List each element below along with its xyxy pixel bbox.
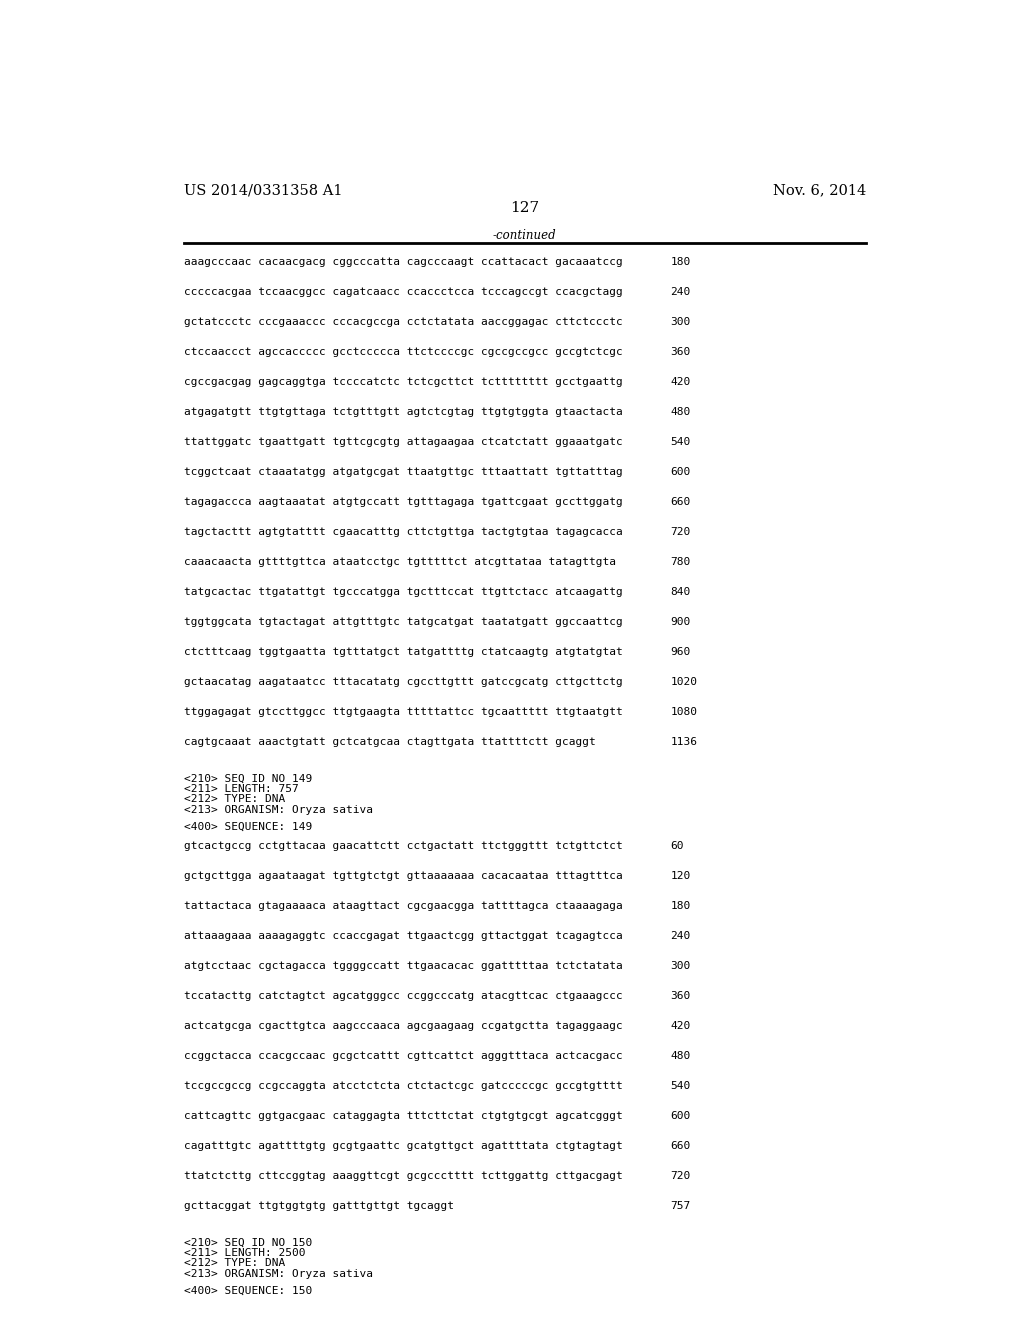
Text: aaagcccaac cacaacgacg cggcccatta cagcccaagt ccattacact gacaaatccg: aaagcccaac cacaacgacg cggcccatta cagccca… [183, 257, 623, 267]
Text: <213> ORGANISM: Oryza sativa: <213> ORGANISM: Oryza sativa [183, 1269, 373, 1279]
Text: US 2014/0331358 A1: US 2014/0331358 A1 [183, 183, 342, 197]
Text: cccccacgaa tccaacggcc cagatcaacc ccaccctcca tcccagccgt ccacgctagg: cccccacgaa tccaacggcc cagatcaacc ccaccct… [183, 286, 623, 297]
Text: <210> SEQ ID NO 150: <210> SEQ ID NO 150 [183, 1238, 312, 1247]
Text: gctgcttgga agaataagat tgttgtctgt gttaaaaaaa cacacaataa tttagtttca: gctgcttgga agaataagat tgttgtctgt gttaaaa… [183, 871, 623, 880]
Text: tagctacttt agtgtatttt cgaacatttg cttctgttga tactgtgtaa tagagcacca: tagctacttt agtgtatttt cgaacatttg cttctgt… [183, 527, 623, 537]
Text: 180: 180 [671, 257, 691, 267]
Text: tagagaccca aagtaaatat atgtgccatt tgtttagaga tgattcgaat gccttggatg: tagagaccca aagtaaatat atgtgccatt tgtttag… [183, 498, 623, 507]
Text: <211> LENGTH: 2500: <211> LENGTH: 2500 [183, 1247, 305, 1258]
Text: 1080: 1080 [671, 708, 697, 717]
Text: 127: 127 [510, 201, 540, 215]
Text: gcttacggat ttgtggtgtg gatttgttgt tgcaggt: gcttacggat ttgtggtgtg gatttgttgt tgcaggt [183, 1201, 454, 1212]
Text: caaacaacta gttttgttca ataatcctgc tgtttttct atcgttataa tatagttgta: caaacaacta gttttgttca ataatcctgc tgttttt… [183, 557, 615, 568]
Text: <212> TYPE: DNA: <212> TYPE: DNA [183, 1258, 285, 1269]
Text: 840: 840 [671, 587, 691, 597]
Text: <213> ORGANISM: Oryza sativa: <213> ORGANISM: Oryza sativa [183, 805, 373, 814]
Text: Nov. 6, 2014: Nov. 6, 2014 [772, 183, 866, 197]
Text: 960: 960 [671, 647, 691, 657]
Text: 600: 600 [671, 1111, 691, 1121]
Text: 180: 180 [671, 902, 691, 911]
Text: 1020: 1020 [671, 677, 697, 688]
Text: 480: 480 [671, 1051, 691, 1061]
Text: 300: 300 [671, 961, 691, 972]
Text: 540: 540 [671, 1081, 691, 1092]
Text: 60: 60 [671, 841, 684, 851]
Text: <210> SEQ ID NO 149: <210> SEQ ID NO 149 [183, 774, 312, 784]
Text: 240: 240 [671, 931, 691, 941]
Text: 540: 540 [671, 437, 691, 447]
Text: ctccaaccct agccaccccc gcctccccca ttctccccgc cgccgccgcc gccgtctcgc: ctccaaccct agccaccccc gcctccccca ttctccc… [183, 347, 623, 356]
Text: gctatccctc cccgaaaccc cccacgccga cctctatata aaccggagac cttctccctc: gctatccctc cccgaaaccc cccacgccga cctctat… [183, 317, 623, 327]
Text: cagtgcaaat aaactgtatt gctcatgcaa ctagttgata ttattttctt gcaggt: cagtgcaaat aaactgtatt gctcatgcaa ctagttg… [183, 738, 596, 747]
Text: cgccgacgag gagcaggtga tccccatctc tctcgcttct tctttttttt gcctgaattg: cgccgacgag gagcaggtga tccccatctc tctcgct… [183, 378, 623, 387]
Text: ttggagagat gtccttggcc ttgtgaagta tttttattcc tgcaattttt ttgtaatgtt: ttggagagat gtccttggcc ttgtgaagta tttttat… [183, 708, 623, 717]
Text: atgagatgtt ttgtgttaga tctgtttgtt agtctcgtag ttgtgtggta gtaactacta: atgagatgtt ttgtgttaga tctgtttgtt agtctcg… [183, 407, 623, 417]
Text: <400> SEQUENCE: 149: <400> SEQUENCE: 149 [183, 821, 312, 832]
Text: 420: 420 [671, 378, 691, 387]
Text: tccgccgccg ccgccaggta atcctctcta ctctactcgc gatcccccgc gccgtgtttt: tccgccgccg ccgccaggta atcctctcta ctctact… [183, 1081, 623, 1092]
Text: 1136: 1136 [671, 738, 697, 747]
Text: 780: 780 [671, 557, 691, 568]
Text: tggtggcata tgtactagat attgtttgtc tatgcatgat taatatgatt ggccaattcg: tggtggcata tgtactagat attgtttgtc tatgcat… [183, 618, 623, 627]
Text: 600: 600 [671, 467, 691, 477]
Text: 240: 240 [671, 286, 691, 297]
Text: ctctttcaag tggtgaatta tgtttatgct tatgattttg ctatcaagtg atgtatgtat: ctctttcaag tggtgaatta tgtttatgct tatgatt… [183, 647, 623, 657]
Text: <400> SEQUENCE: 150: <400> SEQUENCE: 150 [183, 1286, 312, 1295]
Text: 300: 300 [671, 317, 691, 327]
Text: cagatttgtc agattttgtg gcgtgaattc gcatgttgct agattttata ctgtagtagt: cagatttgtc agattttgtg gcgtgaattc gcatgtt… [183, 1142, 623, 1151]
Text: 660: 660 [671, 1142, 691, 1151]
Text: gtcactgccg cctgttacaa gaacattctt cctgactatt ttctgggttt tctgttctct: gtcactgccg cctgttacaa gaacattctt cctgact… [183, 841, 623, 851]
Text: tcggctcaat ctaaatatgg atgatgcgat ttaatgttgc tttaattatt tgttatttag: tcggctcaat ctaaatatgg atgatgcgat ttaatgt… [183, 467, 623, 477]
Text: cattcagttc ggtgacgaac cataggagta tttcttctat ctgtgtgcgt agcatcgggt: cattcagttc ggtgacgaac cataggagta tttcttc… [183, 1111, 623, 1121]
Text: 720: 720 [671, 1171, 691, 1181]
Text: 120: 120 [671, 871, 691, 880]
Text: attaaagaaa aaaagaggtc ccaccgagat ttgaactcgg gttactggat tcagagtcca: attaaagaaa aaaagaggtc ccaccgagat ttgaact… [183, 931, 623, 941]
Text: 420: 420 [671, 1022, 691, 1031]
Text: tattactaca gtagaaaaca ataagttact cgcgaacgga tattttagca ctaaaagaga: tattactaca gtagaaaaca ataagttact cgcgaac… [183, 902, 623, 911]
Text: 360: 360 [671, 991, 691, 1001]
Text: gctaacatag aagataatcc tttacatatg cgccttgttt gatccgcatg cttgcttctg: gctaacatag aagataatcc tttacatatg cgccttg… [183, 677, 623, 688]
Text: 480: 480 [671, 407, 691, 417]
Text: 757: 757 [671, 1201, 691, 1212]
Text: 360: 360 [671, 347, 691, 356]
Text: ttatctcttg cttccggtag aaaggttcgt gcgccctttt tcttggattg cttgacgagt: ttatctcttg cttccggtag aaaggttcgt gcgccct… [183, 1171, 623, 1181]
Text: <211> LENGTH: 757: <211> LENGTH: 757 [183, 784, 299, 795]
Text: <212> TYPE: DNA: <212> TYPE: DNA [183, 795, 285, 804]
Text: ccggctacca ccacgccaac gcgctcattt cgttcattct agggtttaca actcacgacc: ccggctacca ccacgccaac gcgctcattt cgttcat… [183, 1051, 623, 1061]
Text: atgtcctaac cgctagacca tggggccatt ttgaacacac ggatttttaa tctctatata: atgtcctaac cgctagacca tggggccatt ttgaaca… [183, 961, 623, 972]
Text: actcatgcga cgacttgtca aagcccaaca agcgaagaag ccgatgctta tagaggaagc: actcatgcga cgacttgtca aagcccaaca agcgaag… [183, 1022, 623, 1031]
Text: 660: 660 [671, 498, 691, 507]
Text: 720: 720 [671, 527, 691, 537]
Text: 900: 900 [671, 618, 691, 627]
Text: tatgcactac ttgatattgt tgcccatgga tgctttccat ttgttctacc atcaagattg: tatgcactac ttgatattgt tgcccatgga tgctttc… [183, 587, 623, 597]
Text: tccatacttg catctagtct agcatgggcc ccggcccatg atacgttcac ctgaaagccc: tccatacttg catctagtct agcatgggcc ccggccc… [183, 991, 623, 1001]
Text: -continued: -continued [493, 230, 557, 243]
Text: ttattggatc tgaattgatt tgttcgcgtg attagaagaa ctcatctatt ggaaatgatc: ttattggatc tgaattgatt tgttcgcgtg attagaa… [183, 437, 623, 447]
